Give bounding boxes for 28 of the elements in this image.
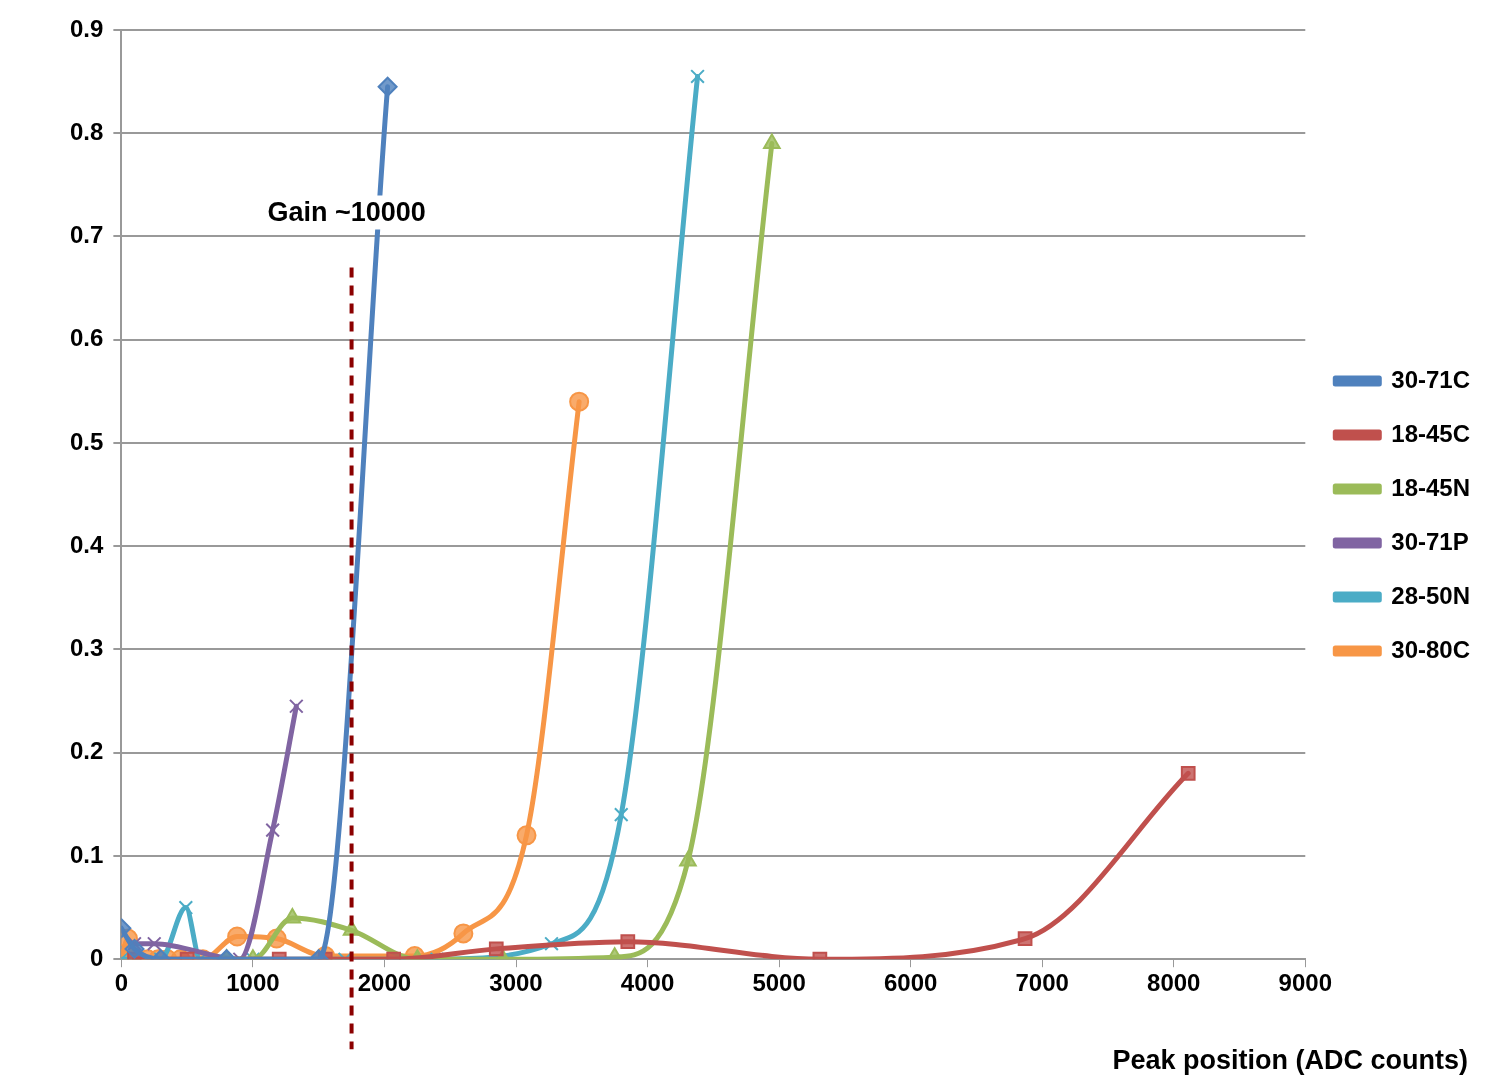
y-tick-label: 0.5 (69, 427, 104, 455)
y-tick-label: 0.9 (69, 14, 104, 42)
x-tick-label: 5000 (752, 969, 806, 997)
y-tick-label: 0.4 (69, 530, 104, 558)
ref-line-label: Gain ~10000 (267, 197, 426, 228)
x-axis-title: Peak position (ADC counts) (1112, 1045, 1468, 1076)
x-tick-label: 1000 (226, 969, 280, 997)
x-tick-label: 4000 (620, 969, 675, 997)
y-tick-label: 0.2 (69, 737, 104, 765)
legend-label: 28-50N (1391, 581, 1470, 609)
x-tick-label: 7000 (1015, 969, 1069, 997)
legend-label: 30-71C (1391, 365, 1470, 393)
y-tick-label: 0.7 (69, 221, 104, 249)
legend-label: 18-45N (1391, 473, 1470, 501)
y-tick-label: 0 (90, 943, 104, 971)
y-tick-label: 0.1 (69, 840, 104, 868)
x-tick-label: 9000 (1278, 969, 1332, 997)
legend-label: 30-80C (1391, 635, 1470, 663)
legend-label: 18-45C (1391, 419, 1470, 447)
x-tick-label: 0 (114, 969, 129, 997)
x-tick-label: 6000 (883, 969, 938, 997)
y-tick-label: 0.6 (69, 324, 104, 352)
y-tick-label: 0.8 (69, 117, 104, 145)
y-tick-label: 0.3 (69, 634, 104, 662)
x-tick-label: 8000 (1147, 969, 1201, 997)
x-tick-label: 3000 (489, 969, 543, 997)
x-tick-label: 2000 (357, 969, 412, 997)
legend-label: 30-71P (1391, 527, 1469, 555)
